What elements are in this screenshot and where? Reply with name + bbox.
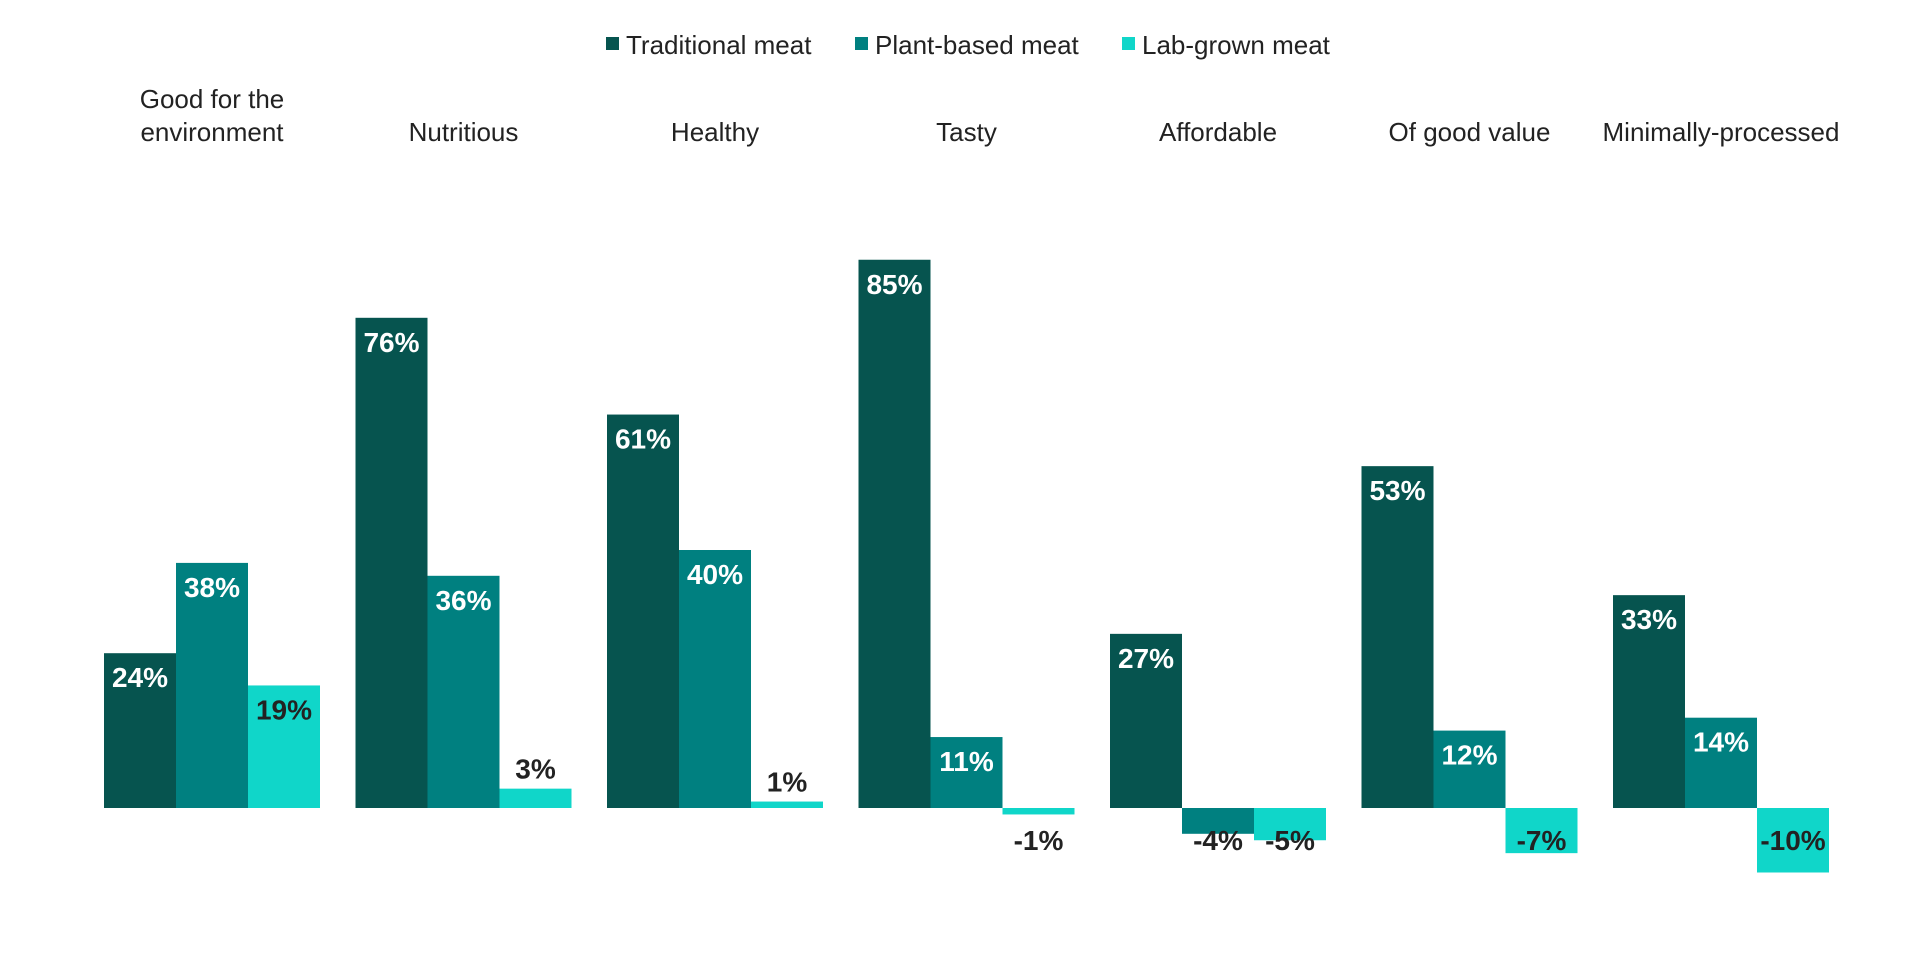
- bar-plant-based-meat-5: [1433, 730, 1506, 808]
- bar-plant-based-meat-3: [930, 737, 1003, 808]
- category-label-nutritious: Nutritious: [409, 117, 519, 147]
- legend-label: Lab-grown meat: [1142, 30, 1331, 60]
- value-label-lab-grown-meat-1: 3%: [515, 754, 556, 785]
- bar-traditional-meat-1: [355, 317, 428, 808]
- value-label-traditional-meat-4: 27%: [1118, 643, 1174, 674]
- bar-lab-grown-meat-0: [248, 685, 320, 808]
- legend-swatch: [606, 37, 619, 50]
- category-label-healthy: Healthy: [671, 117, 759, 147]
- bar-plant-based-meat-2: [679, 550, 751, 808]
- value-label-lab-grown-meat-3: -1%: [1014, 825, 1064, 856]
- bar-traditional-meat-6: [1613, 595, 1685, 808]
- value-label-traditional-meat-3: 85%: [866, 269, 922, 300]
- value-labels: 24% 76% 61% 85% 27% 53% 33% 38% 36% 40% 11% -4% 12% 1…: [112, 269, 1826, 856]
- category-label-minimally-processed: Minimally-processed: [1603, 117, 1840, 147]
- bar-lab-grown-meat-2: [751, 801, 823, 808]
- bar-plant-based-meat-4: [1182, 808, 1254, 834]
- bar-lab-grown-meat-1: [499, 788, 572, 808]
- legend-label: Traditional meat: [626, 30, 812, 60]
- category-labels: Good for the environment Nutritious Healthy…: [140, 84, 1840, 147]
- bar-plant-based-meat-1: [427, 575, 500, 808]
- value-label-lab-grown-meat-6: -10%: [1760, 825, 1825, 856]
- legend-item-lab-grown-meat: Lab-grown meat: [1122, 30, 1331, 60]
- bars: [104, 259, 1829, 873]
- value-label-plant-based-meat-3: 11%: [939, 746, 994, 777]
- legend-item-traditional-meat: Traditional meat: [606, 30, 812, 60]
- legend-swatch: [1122, 37, 1135, 50]
- value-label-lab-grown-meat-5: -7%: [1517, 825, 1567, 856]
- legend-swatch: [855, 37, 868, 50]
- bar-lab-grown-meat-5: [1505, 808, 1578, 854]
- legend-item-plant-based-meat: Plant-based meat: [855, 30, 1080, 60]
- value-label-traditional-meat-0: 24%: [112, 662, 168, 693]
- value-label-plant-based-meat-1: 36%: [435, 585, 491, 616]
- value-label-lab-grown-meat-4: -5%: [1265, 825, 1315, 856]
- category-label-tasty: Tasty: [936, 117, 997, 147]
- value-label-plant-based-meat-4: -4%: [1193, 825, 1243, 856]
- bar-lab-grown-meat-4: [1254, 808, 1326, 841]
- value-label-traditional-meat-1: 76%: [363, 327, 419, 358]
- bar-traditional-meat-2: [607, 414, 679, 808]
- bar-traditional-meat-5: [1361, 466, 1434, 808]
- bar-plant-based-meat-6: [1685, 717, 1757, 808]
- legend: Traditional meat Plant-based meat Lab-grow…: [606, 30, 1331, 60]
- legend-label: Plant-based meat: [875, 30, 1080, 60]
- bar-traditional-meat-3: [858, 259, 931, 808]
- bar-traditional-meat-4: [1110, 633, 1182, 808]
- value-label-lab-grown-meat-2: 1%: [767, 767, 808, 798]
- value-label-plant-based-meat-2: 40%: [687, 559, 743, 590]
- bar-lab-grown-meat-6: [1757, 808, 1829, 873]
- bar-traditional-meat-0: [104, 653, 176, 808]
- bar-lab-grown-meat-3: [1002, 808, 1075, 815]
- category-label-of-good-value: Of good value: [1389, 117, 1551, 147]
- value-label-traditional-meat-6: 33%: [1621, 604, 1677, 635]
- value-label-plant-based-meat-5: 12%: [1441, 740, 1497, 771]
- bar-plant-based-meat-0: [176, 562, 248, 808]
- value-label-plant-based-meat-6: 14%: [1693, 727, 1749, 758]
- category-label-good-for-the-environment: Good for the environment: [140, 84, 285, 147]
- value-label-traditional-meat-2: 61%: [615, 424, 671, 455]
- value-label-plant-based-meat-0: 38%: [184, 572, 240, 603]
- value-label-traditional-meat-5: 53%: [1369, 475, 1425, 506]
- value-label-lab-grown-meat-0: 19%: [256, 694, 312, 725]
- category-label-affordable: Affordable: [1159, 117, 1277, 147]
